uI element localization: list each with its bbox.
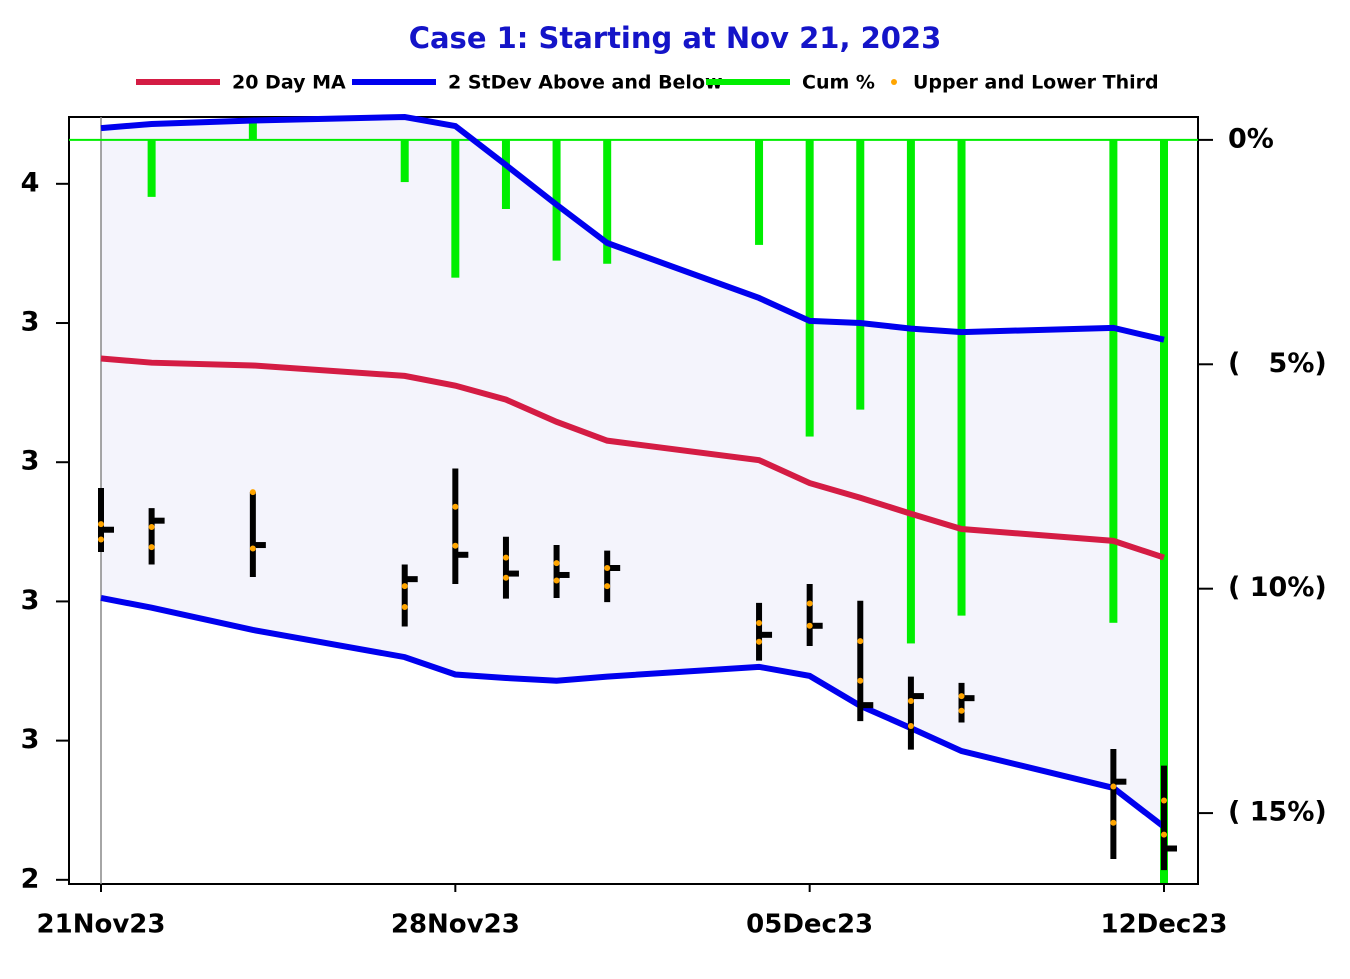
third-dot <box>553 577 560 584</box>
chart-title: Case 1: Starting at Nov 21, 2023 <box>409 21 942 55</box>
y-tick-label: 4 <box>21 167 40 198</box>
third-dot <box>1110 783 1117 790</box>
upper-band <box>100 113 1165 343</box>
third-dot <box>452 503 459 510</box>
lower-band <box>100 594 1166 830</box>
third-dot <box>98 521 104 528</box>
legend-label: Cum % <box>802 72 875 94</box>
third-dot <box>1110 819 1117 826</box>
third-dot <box>502 574 509 581</box>
third-dot <box>98 536 104 543</box>
third-dot <box>553 560 560 567</box>
third-dot <box>806 622 813 629</box>
cum-bar <box>957 139 966 616</box>
cum-bars <box>147 118 1168 883</box>
cum-bar <box>400 139 409 183</box>
cum-bar <box>501 139 510 210</box>
x-tick-label: 21Nov23 <box>37 910 166 940</box>
y-tick-label: 3 <box>21 724 40 755</box>
third-dot <box>604 565 611 572</box>
third-dot <box>401 603 408 610</box>
third-dot <box>1161 797 1167 804</box>
y2-tick-label: 0% <box>1228 123 1274 154</box>
y-tick-label: 3 <box>21 307 40 338</box>
ma-line <box>100 355 1165 561</box>
third-dot <box>1161 831 1167 838</box>
third-dot <box>958 693 965 700</box>
cum-bar <box>248 118 257 140</box>
cum-bar <box>451 139 460 278</box>
cum-bar <box>805 139 814 437</box>
third-dot <box>857 677 864 684</box>
legend-swatch <box>891 79 897 85</box>
third-dot <box>249 545 256 552</box>
legend-label: Upper and Lower Third <box>913 72 1159 94</box>
third-dot <box>958 707 965 714</box>
y2-tick-label: ( 10%) <box>1228 572 1327 603</box>
cum-bar <box>906 139 915 644</box>
cum-bar <box>552 139 561 261</box>
third-dot <box>249 489 256 496</box>
third-dot <box>756 638 763 645</box>
third-dot <box>857 638 864 645</box>
cum-bar <box>603 139 612 264</box>
cum-bar <box>1160 139 1168 883</box>
y-tick-label: 3 <box>21 446 40 477</box>
y2-tick-label: ( 15%) <box>1228 797 1327 828</box>
x-tick-label: 12Dec23 <box>1101 910 1228 940</box>
third-dot <box>756 619 763 626</box>
third-dot <box>452 542 459 549</box>
third-dot <box>502 554 509 561</box>
plot-frame <box>68 116 1199 885</box>
third-dot <box>806 600 813 607</box>
legend-label: 2 StDev Above and Below <box>448 72 723 94</box>
x-tick-label: 28Nov23 <box>391 910 520 940</box>
y2-tick-label: ( 5%) <box>1228 348 1327 379</box>
third-dot <box>604 583 611 590</box>
y-tick-label: 2 <box>21 863 40 894</box>
y-tick-label: 3 <box>21 585 40 616</box>
cum-bar <box>1109 139 1118 623</box>
third-dot <box>907 697 914 704</box>
third-dot <box>148 523 155 530</box>
third-dot <box>148 544 155 551</box>
third-dot <box>907 723 914 730</box>
legend-label: 20 Day MA <box>232 72 346 94</box>
cum-bar <box>755 139 764 245</box>
x-tick-label: 05Dec23 <box>746 910 873 940</box>
cum-bar <box>147 139 156 197</box>
cum-bar <box>856 139 865 410</box>
third-dot <box>401 583 408 590</box>
